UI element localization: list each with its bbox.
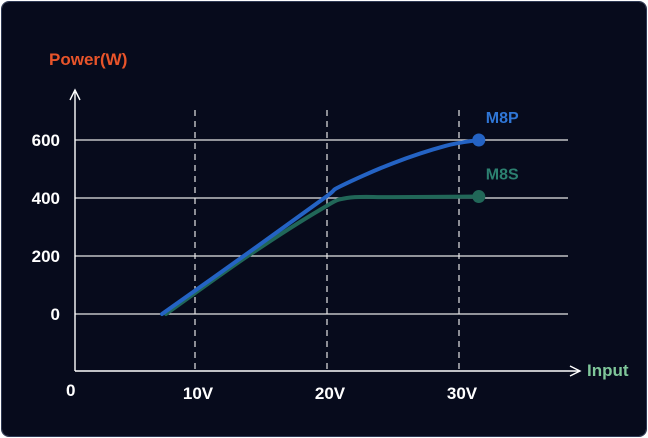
y-tick-label: 400 [32,189,60,208]
origin-label: 0 [66,381,75,400]
series-group: M8S M8P [160,110,519,316]
y-tick-label: 0 [51,305,60,324]
grid: 0 200 400 600 [32,131,568,324]
labels: Power(W) Input 0 [49,50,629,400]
x-tick-label: 10V [183,384,214,403]
series-end-point-m8s [472,190,486,204]
series-end-point-m8p [472,133,486,147]
series-label-m8p: M8P [486,110,519,127]
y-axis-arrow [69,88,81,101]
y-tick-label: 600 [32,131,60,150]
series-label-m8s: M8S [486,167,519,184]
y-tick-label: 200 [32,247,60,266]
axes [69,88,582,377]
series-line-m8p [160,138,481,316]
x-axis-label: Input [587,361,629,380]
y-axis-label: Power(W) [49,50,127,69]
series-line-m8s [163,194,481,316]
vertical-guides: 10V 20V 30V [183,110,478,403]
x-tick-label: 20V [315,384,346,403]
x-tick-label: 30V [447,384,478,403]
x-axis-arrow [569,365,582,377]
